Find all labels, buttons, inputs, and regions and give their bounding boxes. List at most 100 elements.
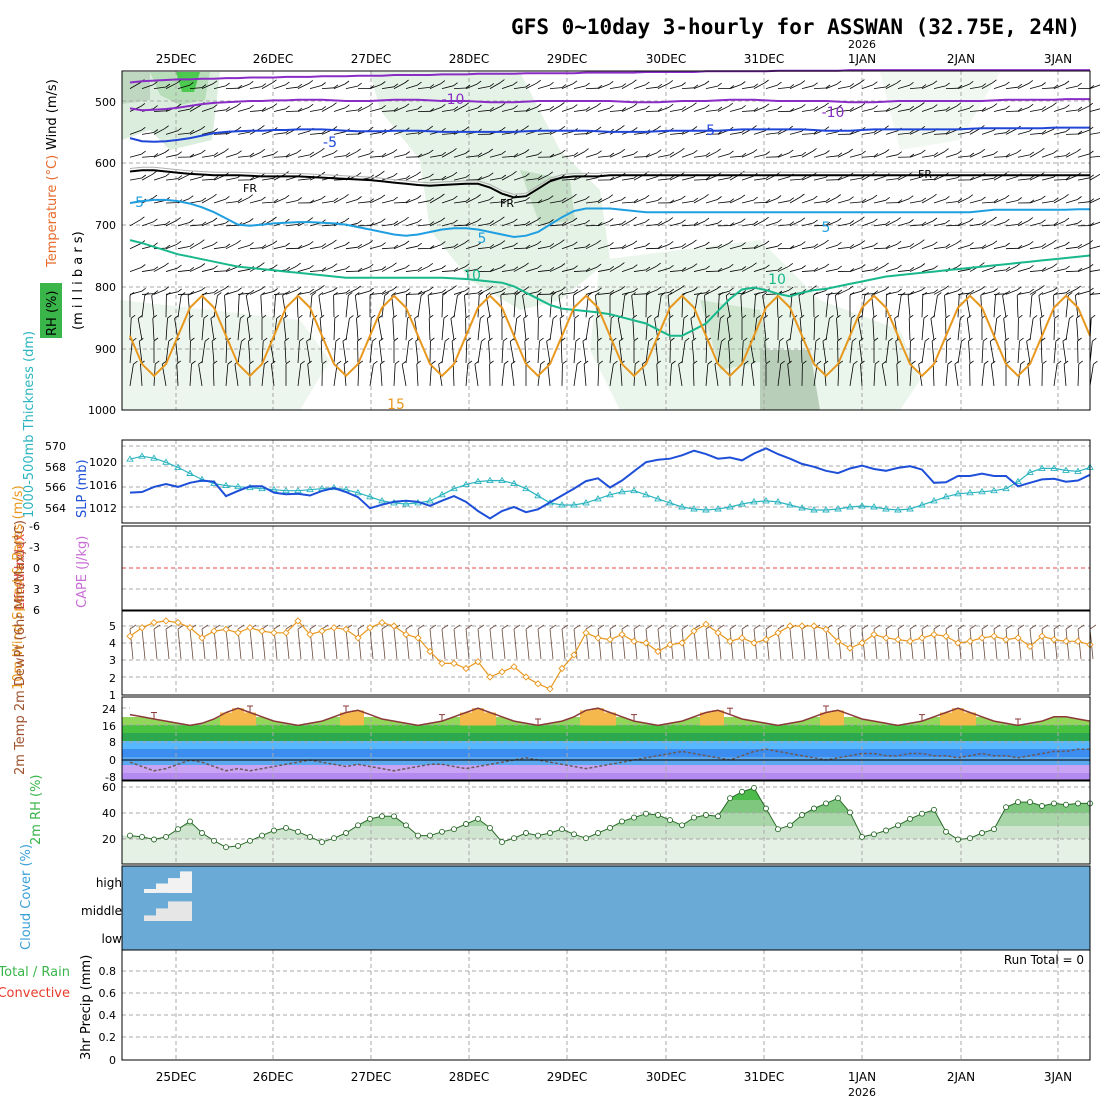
wind-barb-flag <box>248 194 254 199</box>
wind-barb-flag <box>369 287 374 292</box>
wind-barb-flag <box>742 337 748 342</box>
wind-barb <box>633 132 646 135</box>
wind-barb <box>537 84 550 90</box>
wind-barb <box>725 295 731 318</box>
wind-tick: 1 <box>109 689 116 702</box>
isotherm-label: 10 <box>463 268 481 284</box>
rh2m-marker <box>427 832 433 839</box>
wind-barb <box>245 295 251 318</box>
wind-barb <box>1065 246 1078 250</box>
wind-barb-flag <box>812 148 817 152</box>
wind-barb <box>176 363 179 386</box>
wind10m-barb-flag <box>153 624 161 630</box>
wind-barb-flag <box>153 129 159 133</box>
wind-barb-flag <box>321 106 327 110</box>
wind10m-barb <box>369 628 374 660</box>
wind10m-marker <box>210 627 218 635</box>
wind-barb-flag <box>996 314 1001 319</box>
wind-barb-flag <box>961 337 966 342</box>
wind-barb-flag <box>393 196 398 201</box>
wind-barb-flag <box>152 314 158 319</box>
wind-barb <box>705 246 718 250</box>
wind-barb <box>813 105 825 112</box>
isotherm-label: -5 <box>130 195 144 211</box>
wind-barb <box>333 341 337 364</box>
wind-barb <box>933 151 945 158</box>
wind-barb <box>509 341 515 364</box>
wind-barb <box>477 175 490 181</box>
wind-barb-flag <box>307 360 312 365</box>
rh2m-marker <box>895 822 901 829</box>
wind-barb-flag <box>645 218 650 223</box>
wind-barb-flag <box>357 267 363 272</box>
wind-barb-flag <box>477 152 483 157</box>
wind-barb-flag <box>345 104 350 109</box>
wind-barb <box>1029 132 1043 135</box>
wind-barb-flag <box>597 337 602 342</box>
wind-barb-flag <box>873 81 878 86</box>
thickness-marker <box>870 503 878 510</box>
wind-barb <box>1041 176 1054 181</box>
wind-barb-flag <box>933 289 939 293</box>
wind-barb <box>885 267 898 272</box>
wind-barb <box>441 270 455 272</box>
wind-barb <box>261 82 273 89</box>
high-cloud-block <box>144 889 156 893</box>
wind-barb <box>957 107 970 112</box>
wind-barb-flag <box>982 337 988 342</box>
wind-barb-flag <box>1089 222 1095 226</box>
wind-barb-flag <box>356 285 361 290</box>
wind-barb <box>896 363 899 386</box>
wind-barb-flag <box>945 82 950 87</box>
thickness-marker <box>126 455 134 462</box>
wind-barb <box>1038 295 1043 318</box>
wind-barb-flag <box>476 217 482 222</box>
wind-barb-flag <box>141 264 146 268</box>
thickness-marker <box>990 486 998 494</box>
thickness-marker <box>222 481 230 489</box>
wind-barb <box>501 363 505 386</box>
wind-barb <box>849 177 862 181</box>
upper-air-panel: -10 -10 -5 -5 FR FR FR -5 5 5 10 10 15 5… <box>40 69 1100 417</box>
thickness-marker <box>954 489 962 497</box>
wind-barb <box>741 265 753 272</box>
wind-barb <box>141 156 155 158</box>
wind-barb-flag <box>177 151 182 156</box>
wind-barb-flag <box>609 242 614 246</box>
wind-barb-flag <box>525 107 531 112</box>
wind10m-marker <box>1014 634 1022 642</box>
wind-barb-flag <box>500 103 506 107</box>
wind-barb-flag <box>1017 107 1023 112</box>
convective-label: Convective <box>0 986 70 1001</box>
wind-barb <box>1026 341 1031 364</box>
thickness-marker <box>582 499 590 506</box>
precip-tick: 0.2 <box>99 1031 117 1044</box>
wind-barb <box>945 129 958 135</box>
wind-barb <box>669 288 681 295</box>
wind10m-barb <box>597 628 602 660</box>
wind-barb-flag <box>523 314 528 319</box>
wind-barb-flag <box>947 360 953 365</box>
wind-barb-flag <box>608 80 614 85</box>
wind-barb-flag <box>835 292 840 296</box>
wind-barb-flag <box>693 197 699 202</box>
wind-barb <box>921 220 934 227</box>
wind-barb-flag <box>789 107 795 112</box>
millibars-axis-label: (m i l l i b a r s) <box>71 231 86 330</box>
wind-barb <box>873 223 886 227</box>
wind-barb-flag <box>764 240 770 245</box>
wind-barb <box>1065 222 1078 227</box>
wind-barb-flag <box>213 152 219 156</box>
wind-barb-flag <box>980 286 986 290</box>
wind-barb-flag <box>377 315 383 319</box>
wind-barb-flag <box>428 125 434 130</box>
wind10m-barb-flag <box>1029 624 1037 630</box>
wind-barb-flag <box>693 287 698 291</box>
wind-barb-flag <box>309 199 315 204</box>
wind-barb <box>933 288 945 295</box>
thickness-marker <box>330 483 338 491</box>
wind-barb-flag <box>788 286 794 291</box>
wind-barb <box>165 130 178 135</box>
wind-barb <box>309 198 322 204</box>
wind-barb <box>981 153 994 158</box>
